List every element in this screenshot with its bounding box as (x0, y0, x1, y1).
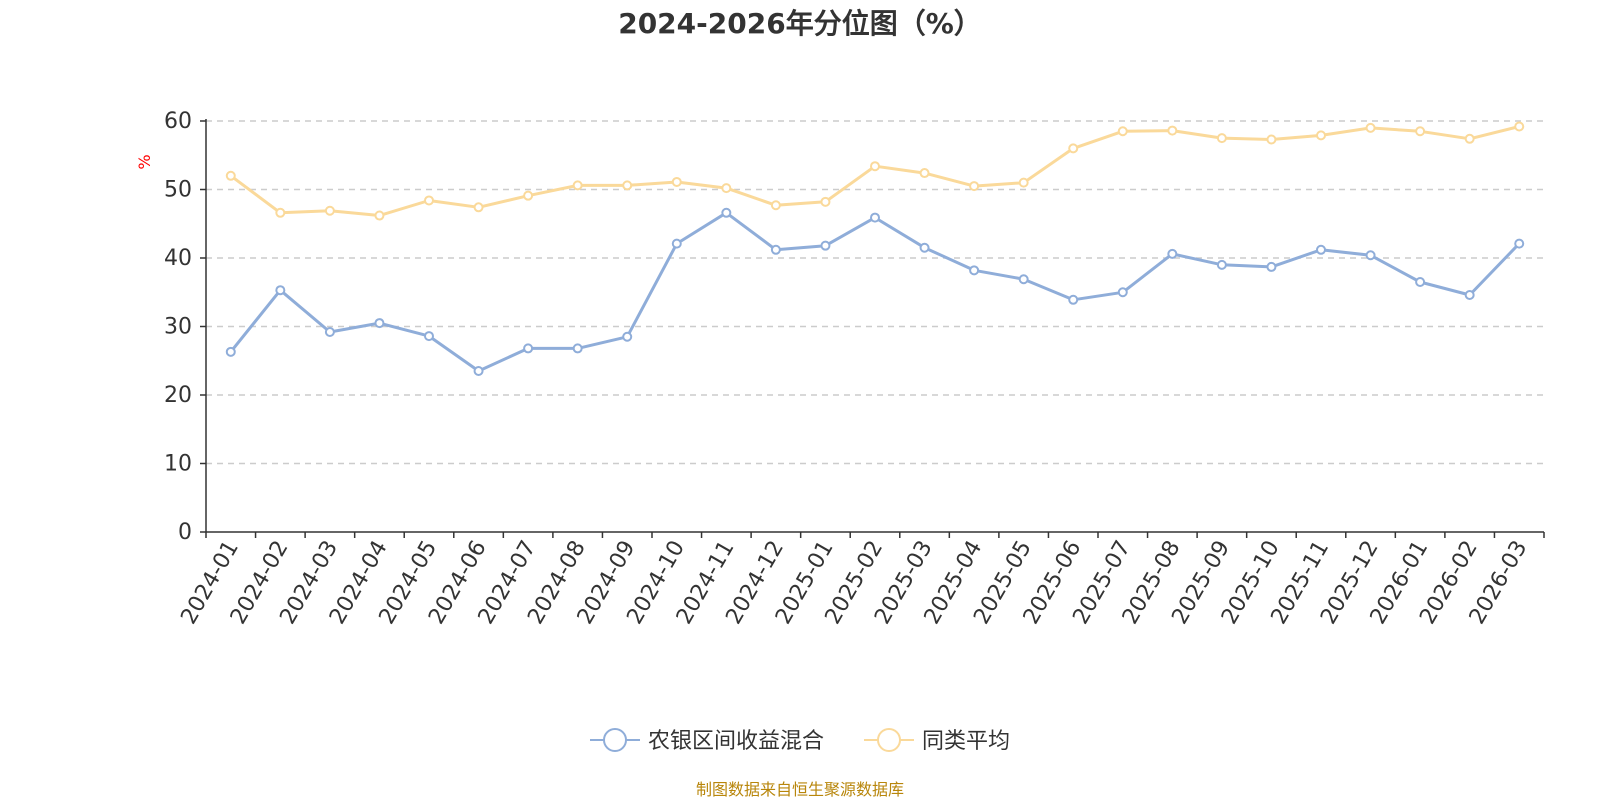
chart-title: 2024-2026年分位图（%） (618, 7, 982, 40)
data-point-0 (870, 212, 880, 223)
data-point-0 (1316, 244, 1326, 255)
data-point-0 (1018, 274, 1029, 285)
data-point-0 (770, 244, 781, 255)
data-point-0 (473, 366, 484, 377)
data-point-1 (473, 202, 484, 213)
y-tick-label: 0 (178, 520, 192, 545)
data-point-1 (969, 181, 980, 192)
data-point-1 (1068, 143, 1079, 154)
legend-label-1: 同类平均 (922, 729, 1010, 754)
data-point-0 (225, 346, 236, 357)
data-point-1 (1415, 126, 1426, 137)
data-point-0 (374, 318, 385, 329)
data-point-0 (1266, 261, 1277, 272)
data-point-0 (1117, 287, 1128, 298)
data-point-0 (1464, 289, 1475, 300)
data-point-0 (919, 242, 930, 253)
data-point-1 (1365, 122, 1376, 133)
data-point-0 (572, 343, 583, 354)
data-point-0 (1415, 276, 1426, 287)
data-point-0 (622, 331, 633, 342)
legend-marker-1 (877, 728, 901, 752)
data-point-1 (770, 200, 781, 211)
data-point-1 (374, 210, 385, 221)
data-point-1 (1167, 125, 1178, 136)
data-point-0 (1514, 238, 1525, 249)
data-point-0 (1068, 294, 1079, 305)
y-tick-label: 30 (164, 315, 192, 340)
data-point-1 (1464, 133, 1475, 144)
y-tick-label: 40 (164, 246, 192, 271)
data-point-0 (820, 240, 831, 251)
data-source-note: 制图数据来自恒生聚源数据库 (695, 780, 904, 799)
data-point-1 (424, 195, 434, 206)
data-point-0 (721, 207, 732, 218)
y-axis-label: % (135, 154, 154, 169)
data-point-1 (225, 170, 236, 181)
data-point-1 (1117, 126, 1128, 137)
data-point-1 (1266, 134, 1277, 145)
data-point-1 (919, 168, 930, 179)
data-point-0 (1167, 248, 1178, 259)
data-point-1 (1018, 177, 1029, 188)
data-point-1 (523, 190, 534, 201)
data-point-0 (969, 265, 980, 276)
data-point-0 (275, 285, 286, 296)
data-point-1 (324, 205, 335, 216)
y-tick-label: 20 (164, 383, 192, 408)
data-point-0 (1216, 259, 1227, 270)
data-point-0 (324, 326, 335, 337)
data-point-1 (572, 180, 583, 191)
data-point-0 (671, 238, 682, 249)
legend-label-0: 农银区间收益混合 (648, 729, 824, 754)
data-point-0 (424, 331, 434, 342)
data-point-1 (1514, 121, 1525, 132)
data-point-1 (820, 196, 831, 207)
y-tick-label: 50 (164, 178, 192, 203)
data-point-0 (523, 343, 534, 354)
data-point-1 (1216, 133, 1227, 144)
y-tick-label: 60 (164, 109, 192, 134)
legend-marker-0 (603, 728, 627, 752)
data-point-1 (275, 207, 286, 218)
data-point-1 (721, 183, 732, 194)
data-point-0 (1365, 250, 1376, 261)
data-point-1 (671, 176, 682, 187)
data-point-1 (622, 180, 633, 191)
data-point-1 (870, 161, 880, 172)
series-line-0 (229, 211, 1521, 373)
y-tick-label: 10 (164, 452, 192, 477)
data-point-1 (1316, 130, 1326, 141)
